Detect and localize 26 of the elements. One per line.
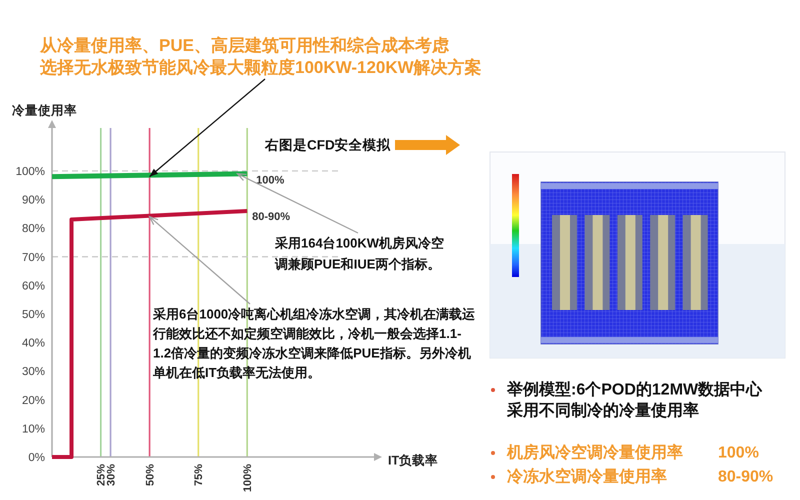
y-tick: 70%: [22, 252, 45, 264]
annotation: 采用164台100KW机房风冷空调兼顾PUE和IUE两个指标。: [275, 236, 444, 272]
y-label: 冷量使用率: [12, 103, 77, 118]
x-tick: 50%: [144, 464, 156, 486]
x-tick: 75%: [193, 464, 206, 486]
annotation: 从冷量使用率、PUE、高层建筑可用性和综合成本考虑选择无水极致节能风冷最大颗粒度100KW-120KW解决方案: [40, 36, 482, 77]
y-tick: 90%: [22, 194, 45, 207]
y-tick: 80%: [22, 223, 45, 236]
y-tick: 100%: [16, 166, 45, 178]
annotation: 80-90%: [252, 210, 290, 223]
annotation: 举例模型:6个POD的12MW数据中心采用不同制冷的冷量使用率: [507, 382, 762, 420]
y-tick: 50%: [22, 308, 45, 321]
y-tick: 60%: [22, 280, 45, 292]
y-tick: 10%: [22, 423, 45, 436]
y-tick: 20%: [22, 394, 45, 407]
y-tick: 40%: [22, 338, 45, 350]
annotation: 右图是CFD安全模拟: [265, 138, 391, 153]
y-tick: 0%: [28, 452, 45, 464]
x-label: IT负载率: [388, 453, 438, 468]
x-tick: 25%: [96, 464, 108, 486]
x-tick: 30%: [105, 464, 118, 486]
annotation: 100%: [256, 174, 284, 187]
y-tick: 30%: [22, 366, 45, 378]
x-tick: 100%: [242, 464, 254, 492]
annotation: 机房风冷空调冷量使用率: [507, 444, 683, 462]
annotation: 冷冻水空调冷量使用率: [507, 468, 667, 486]
